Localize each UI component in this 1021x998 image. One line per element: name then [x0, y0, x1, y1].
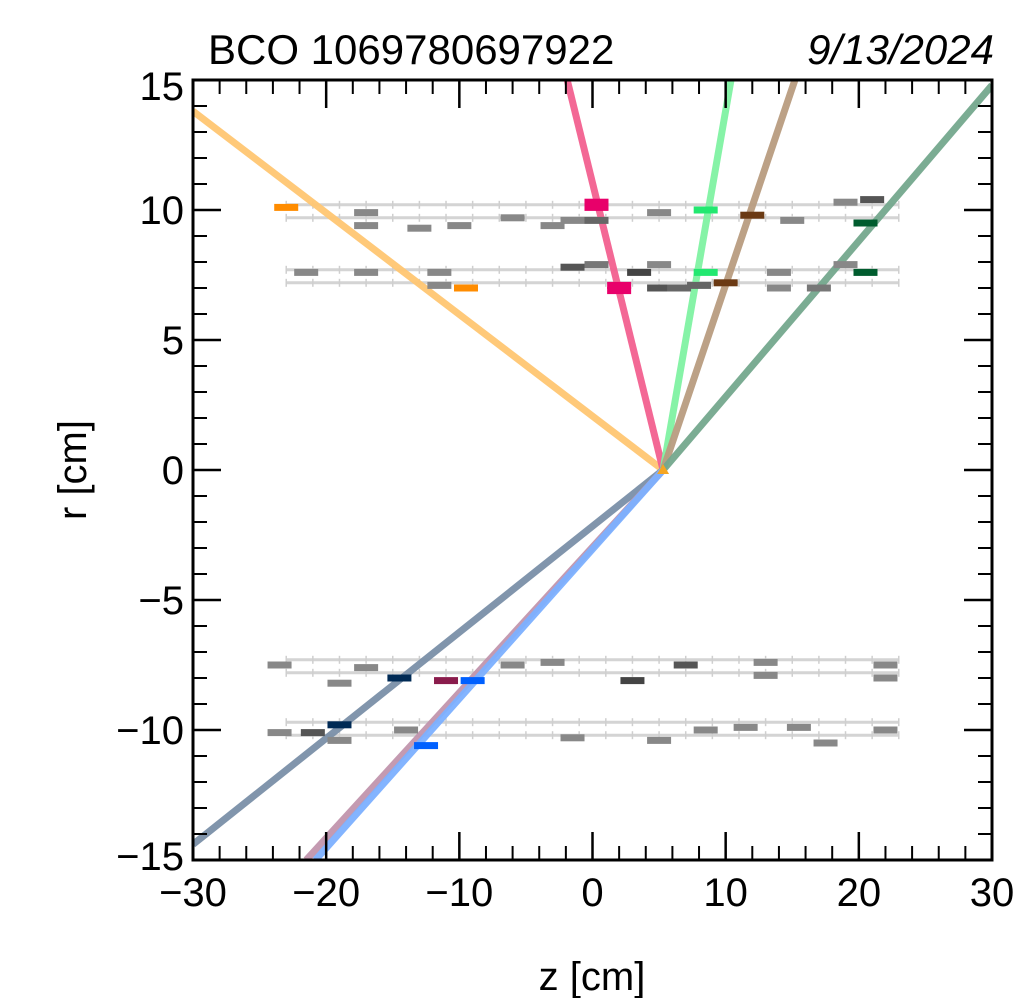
- hit-gray: [833, 261, 858, 269]
- hit-gray: [267, 661, 292, 669]
- hit-gray: [427, 268, 452, 276]
- x-tick-label: 20: [837, 871, 882, 915]
- hit-colored: [460, 677, 485, 685]
- hit-gray: [394, 726, 419, 734]
- hit-gray: [560, 216, 585, 224]
- hit-gray: [627, 268, 652, 276]
- hit-gray: [647, 209, 672, 217]
- cluster-hits: [267, 196, 898, 750]
- hit-gray: [687, 281, 712, 289]
- y-tick-label: −10: [116, 709, 184, 753]
- hit-gray: [584, 216, 609, 224]
- track-line: [660, 82, 992, 473]
- hit-gray: [753, 658, 778, 666]
- x-tick-label: 0: [581, 871, 603, 915]
- hit-gray: [620, 677, 645, 685]
- y-tick-label: −15: [116, 835, 184, 879]
- y-tick-label: 5: [162, 319, 184, 363]
- y-tick-label: 10: [140, 189, 185, 233]
- hit-colored: [453, 284, 478, 292]
- hit-colored: [693, 206, 718, 214]
- hit-gray: [560, 734, 585, 742]
- chart-title-bco: BCO 1069780697922: [208, 26, 614, 73]
- hit-gray: [833, 198, 858, 206]
- hit-gray: [780, 216, 805, 224]
- hit-colored: [274, 203, 299, 211]
- y-tick-label: −5: [138, 579, 184, 623]
- hit-gray: [354, 268, 379, 276]
- track-line: [659, 80, 799, 472]
- hit-gray: [693, 726, 718, 734]
- chart-title-date: 9/13/2024: [807, 26, 994, 73]
- hit-gray: [786, 723, 811, 731]
- x-tick-label: 10: [703, 871, 748, 915]
- hit-gray: [753, 671, 778, 679]
- axis-ticks: [191, 78, 994, 862]
- hit-gray: [300, 729, 325, 737]
- hit-colored: [607, 287, 632, 295]
- hit-colored: [693, 268, 718, 276]
- hit-gray: [500, 661, 525, 669]
- hit-gray: [327, 679, 352, 687]
- hit-gray: [647, 736, 672, 744]
- hit-colored: [414, 742, 439, 750]
- hit-colored: [327, 721, 352, 729]
- hit-gray: [427, 281, 452, 289]
- hit-colored: [584, 203, 609, 211]
- hit-gray: [267, 729, 292, 737]
- hit-gray: [354, 222, 379, 230]
- hit-gray: [766, 284, 791, 292]
- hit-gray: [673, 661, 698, 669]
- hit-gray: [873, 674, 898, 682]
- hit-gray: [733, 723, 758, 731]
- hit-gray: [407, 224, 432, 232]
- hit-colored: [387, 674, 412, 682]
- hit-colored: [607, 281, 632, 289]
- detector-ladders: [285, 200, 900, 740]
- y-axis-title: r [cm]: [51, 420, 95, 520]
- hit-gray: [500, 214, 525, 222]
- hit-gray: [860, 196, 885, 204]
- hit-gray: [294, 268, 319, 276]
- hit-gray: [540, 658, 565, 666]
- hit-gray: [354, 664, 379, 672]
- hit-colored: [853, 219, 878, 227]
- hit-gray: [540, 222, 565, 230]
- hit-gray: [806, 284, 831, 292]
- hit-gray: [584, 261, 609, 269]
- hit-gray: [667, 284, 692, 292]
- x-tick-label: −20: [292, 871, 360, 915]
- track-line: [193, 467, 666, 848]
- hit-colored: [740, 211, 765, 219]
- hit-colored: [434, 677, 459, 685]
- hit-gray: [647, 261, 672, 269]
- y-tick-label: 15: [140, 65, 185, 109]
- hit-gray: [327, 736, 352, 744]
- hit-gray: [813, 739, 838, 747]
- hit-colored: [713, 279, 738, 287]
- hit-gray: [447, 222, 472, 230]
- hit-gray: [560, 263, 585, 271]
- vertex-marker: [657, 464, 670, 474]
- hit-gray: [873, 726, 898, 734]
- track-line: [312, 467, 666, 860]
- hit-colored: [584, 198, 609, 206]
- hit-gray: [354, 209, 379, 217]
- x-tick-label: −10: [425, 871, 493, 915]
- x-tick-label: −30: [159, 871, 227, 915]
- track-line: [193, 108, 666, 473]
- hit-colored: [853, 268, 878, 276]
- y-tick-label: 0: [162, 449, 184, 493]
- track-line: [563, 80, 667, 471]
- x-axis-title: z [cm]: [539, 955, 646, 998]
- hit-gray: [873, 661, 898, 669]
- x-tick-label: 30: [970, 871, 1015, 915]
- hit-gray: [647, 284, 672, 292]
- hit-gray: [766, 268, 791, 276]
